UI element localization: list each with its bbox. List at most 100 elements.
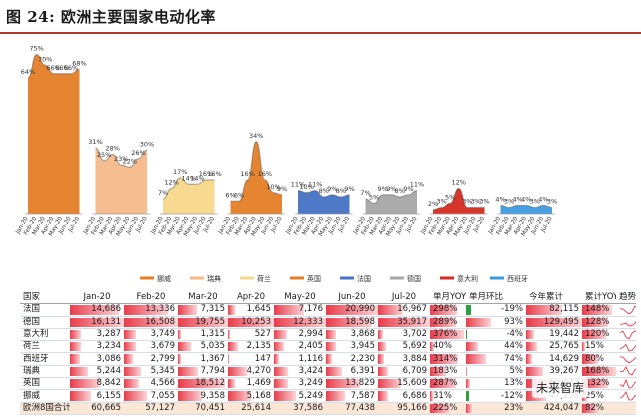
data-bar [274,317,326,327]
header-cell: Jan-20 [70,292,124,305]
legend-label-荷兰: 荷兰 [257,274,271,283]
value-text: 16,508 [145,316,175,327]
yoy-bar [430,317,456,327]
yoy-text: 225% [433,402,458,413]
mom-bar [466,379,470,389]
panel-德国: 7%5%9%9%8%9%11%Jan-20Feb-20Mar-20Apr-20M… [352,181,424,238]
value-text: 3,868 [350,329,375,340]
sparkline-line [619,391,636,401]
yoy-bar [430,305,457,315]
data-label: 4% [538,196,548,204]
table-row: 意大利 3,287 3,749 1,315 527 2,994 3,868 3,702 376%… [20,328,636,342]
table-header-row: 国家 Jan-20 Feb-20 Mar-20 Apr-20 May-20 Jun-20 Ju… [20,292,636,305]
sales-table-wrap: 国家 Jan-20 Feb-20 Mar-20 Apr-20 May-20 Jun-20 Ju… [20,292,636,415]
panel-法国: 11%10%11%8%9%8%9%Jan-20Feb-20Mar-20Apr-2… [285,181,355,238]
value-cell: 527 [228,328,274,342]
mom-bar [466,342,478,352]
yoy-bar [430,354,459,364]
ytd-yoy-cell: 128% [582,316,616,329]
line-荷兰 [162,177,215,200]
header-cell: Jul-20 [378,292,430,305]
value-cell: 3,086 [70,352,124,366]
mom-text: -12% [501,390,523,401]
data-bar [228,342,238,352]
yoy-cell: 287% [430,377,466,391]
data-bar [274,354,279,364]
value-cell: 1,469 [228,377,274,391]
data-bar [70,366,88,377]
ytd-cell: 39,267 [526,365,582,379]
value-cell: 4,270 [228,365,274,379]
value-cell: 12,333 [274,316,326,329]
table-row: 西班牙 3,086 2,799 1,367 147 1,116 2,230 3,884 314%… [20,352,636,366]
data-label: 8% [336,187,346,195]
country-cell: 英国 [20,377,70,391]
value-cell: 18,598 [326,316,378,329]
mom-cell: 74% [466,352,526,366]
data-label: 16% [258,170,272,178]
sparkline-line [619,366,636,377]
ytd-yoy-bar [582,342,585,352]
ytd-yoy-text: 80% [585,353,604,364]
header-cell: 单月YOY [430,292,466,305]
value-text: 95,166 [397,402,427,413]
data-label: 11% [410,181,424,189]
value-cell: 19,755 [178,316,228,329]
mom-text: 93% [504,316,523,327]
header-cell: 累计YOY [582,292,616,305]
data-label: 3% [504,198,514,206]
value-cell: 3,249 [274,377,326,391]
value-cell: 6,155 [70,389,124,403]
data-bar [378,342,387,352]
sparkline [619,320,636,327]
value-cell: 5,035 [178,340,228,354]
ytd-text: 424,047 [543,402,579,413]
data-label: 6% [225,191,235,199]
value-cell: 3,884 [378,352,430,366]
legend-label-英国: 英国 [307,274,321,283]
value-cell: 5,692 [378,340,430,354]
ytd-bar [526,342,538,352]
data-label: 16% [240,170,254,178]
data-label: 22% [123,157,137,165]
trend-cell [616,377,636,391]
data-bar [124,342,137,352]
value-cell: 7,794 [178,365,228,379]
ytd-yoy-text: 132% [585,378,610,389]
panel-瑞典: 31%25%28%23%22%26%30%Jan-20Feb-20Mar-20A… [82,138,154,237]
value-cell: 8,842 [70,377,124,391]
data-bar [378,329,384,340]
value-text: 1,116 [298,353,323,364]
sparkline [619,378,636,389]
value-text: 3,945 [350,341,375,352]
data-bar [326,354,332,364]
value-text: 1,645 [246,304,271,315]
table-row: 瑞典 5,244 5,345 7,794 4,270 3,424 6,391 6,709 183… [20,365,636,379]
value-cell: 16,131 [70,316,124,329]
data-bar [326,391,345,401]
area-意大利 [433,188,485,214]
ytd-yoy-bar [582,366,616,377]
header-cell: 今年累计 [526,292,582,305]
mom-text: 44% [504,341,523,352]
sparkline-line [619,378,636,389]
sparkline-line [619,356,636,364]
data-label: 4% [513,196,523,204]
country-cell: 意大利 [20,328,70,342]
mom-cell: -12% [466,389,526,403]
ytd-text: 14,629 [549,353,579,364]
data-label: 9% [403,185,413,193]
value-text: 527 [254,329,271,340]
value-text: 1,315 [200,329,225,340]
data-bar [70,317,124,327]
data-bar [274,379,288,389]
value-text: 6,391 [350,365,375,376]
legend-label-挪威: 挪威 [157,274,171,283]
value-text: 3,749 [150,329,175,340]
yoy-cell: 31% [430,389,466,403]
data-bar [326,317,373,327]
ytd-text: 129,495 [543,316,579,327]
value-text: 5,345 [150,365,175,376]
yoy-text: 298% [433,304,458,315]
data-bar [70,354,81,364]
